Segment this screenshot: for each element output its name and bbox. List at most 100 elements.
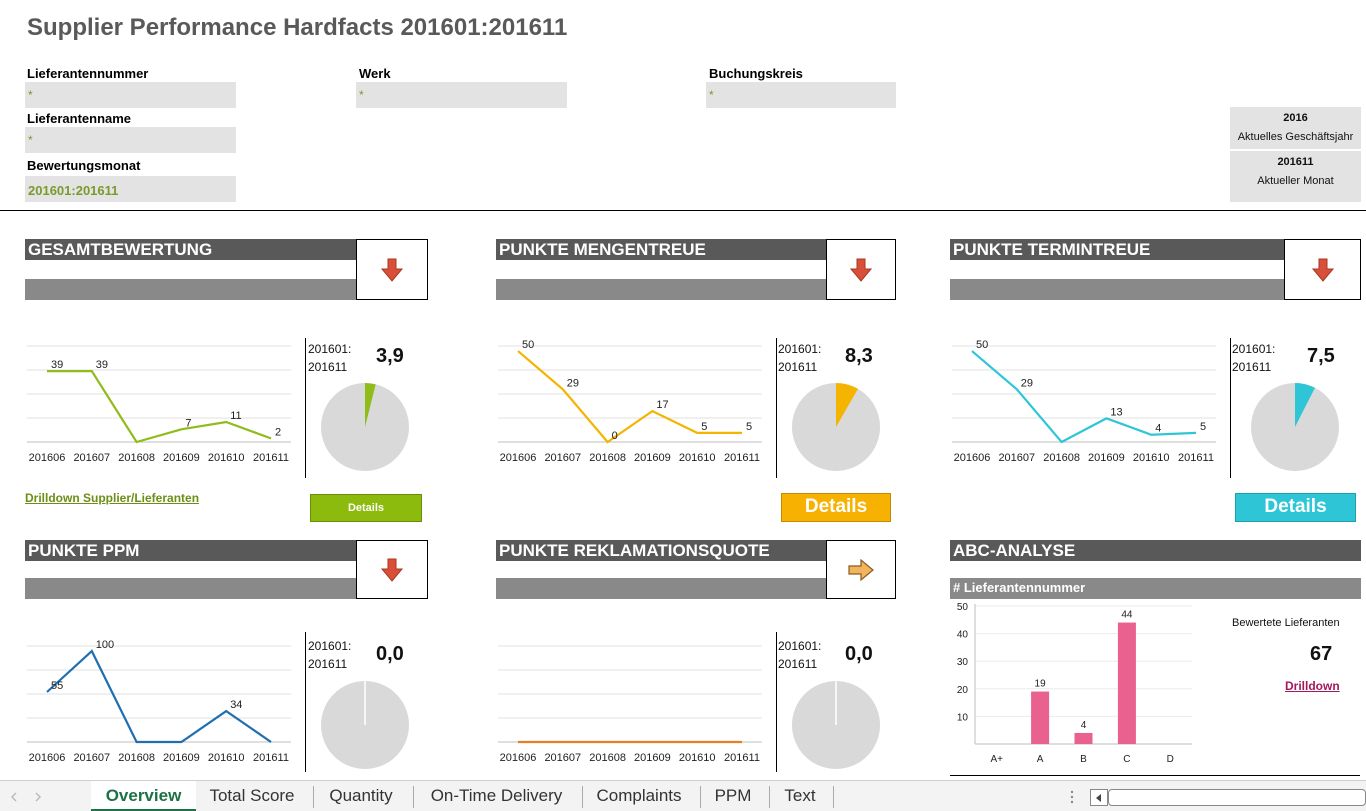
details-button-gesamtbewertung[interactable]: Details [310,494,422,522]
filter-lieferantenname[interactable]: * [25,127,236,153]
x-tick-label: C [1123,754,1130,765]
filter-label-lieferantenname: Lieferantenname [27,111,132,126]
page-title: Supplier Performance Hardfacts 201601:20… [27,14,568,41]
pie-termintreue [1251,383,1339,471]
triangle-left-icon [1096,794,1101,802]
arrow-down-icon [850,258,872,282]
x-tick-label: A [1037,754,1044,765]
details-button-termintreue[interactable]: Details [1235,493,1356,522]
panel-title-termintreue: PUNKTE TERMINTREUE [950,239,1284,260]
x-tick-label: 201607 [73,452,110,464]
x-tick-label: D [1167,754,1174,765]
kpi-gesamtbewertung: 3,9 [376,345,404,367]
bar-chart-abc-analyse: 10 20 30 40 50 A+ 19 A 4 B 44 C D [957,602,1192,765]
period-ppm: 201601: 201611 [308,639,352,671]
x-tick-label: 201606 [29,452,66,464]
kpi-mengentreue: 8,3 [845,345,873,367]
tab-quantity[interactable]: Quantity [329,786,393,805]
x-tick-label: 201609 [1088,452,1125,464]
hscroll-left-button[interactable] [1090,789,1108,806]
tab-on-time-delivery[interactable]: On-Time Delivery [430,786,563,805]
details-button-mengentreue[interactable]: Details [781,493,891,522]
line-chart-mengentreue: 50 29 0 17 5 5 201606 201607 201608 201609 201610 2… [498,339,762,464]
series-line [46,649,272,744]
y-tick-label: 30 [957,657,969,668]
data-label: 17 [656,399,668,411]
scroll-left-icon[interactable] [10,792,18,802]
trend-box-reklamationsquote [826,540,896,599]
data-label: 5 [746,421,752,433]
pie-gesamtbewertung [321,383,409,471]
divider-abc-analyse [950,775,1360,776]
horizontal-scrollbar[interactable] [1108,789,1366,806]
pie-reklamationsquote [792,681,880,769]
x-tick-label: A+ [990,754,1003,765]
arrow-down-icon [381,258,403,282]
panel-subtitle-abc-analyse: # Lieferantennummer [950,578,1361,599]
data-label: 50 [976,339,988,351]
data-label: 4 [1155,423,1161,435]
line-chart-gesamtbewertung: 39 39 7 11 2 201606 201607 201608 201609 201610 20… [27,345,291,464]
x-tick-label: 201611 [253,752,289,764]
panel-title-mengentreue: PUNKTE MENGENTREUE [496,239,826,260]
arrow-down-icon [381,558,403,582]
tab-ppm[interactable]: PPM [714,786,752,805]
x-tick-label: 201609 [634,752,671,764]
trend-box-ppm [356,540,428,599]
tab-complaints[interactable]: Complaints [596,786,682,805]
series-line [971,350,1197,444]
data-label: 29 [567,377,579,389]
filter-werk[interactable]: * [356,82,567,108]
panel-title-abc-analyse: ABC-ANALYSE [950,540,1361,561]
divider-termintreue [1230,338,1231,478]
divider-gesamtbewertung [305,338,306,478]
period-reklamationsquote: 201601: 201611 [778,639,822,671]
tab-separator [833,786,834,808]
drilldown-supplier-link[interactable]: Drilldown Supplier/Lieferanten [25,491,200,505]
x-tick-label: 201607 [544,452,581,464]
x-tick-label: 201608 [589,452,626,464]
filter-label-lieferantennummer: Lieferantennummer [27,66,149,81]
panel-bar-reklamationsquote [496,578,826,599]
panel-title-gesamtbewertung: GESAMTBEWERTUNG [25,239,356,260]
more-options-icon[interactable] [1070,790,1074,804]
drilldown-link[interactable]: Drilldown [1285,679,1340,693]
bar [1074,732,1093,744]
tab-separator [313,786,314,808]
tab-total-score[interactable]: Total Score [209,786,295,805]
current-month-label: Aktueller Monat [1257,175,1334,187]
x-tick-label: 201610 [208,752,245,764]
scroll-right-icon[interactable] [34,792,42,802]
x-tick-label: 201606 [500,452,537,464]
divider-mengentreue [776,338,777,478]
panel-bar-mengentreue [496,279,826,300]
trend-box-gesamtbewertung [356,239,428,300]
tab-overview[interactable]: Overview [91,781,196,811]
line-chart-ppm: 55 100 34 201606 201607 201608 201609 201610 201… [27,639,291,764]
data-label: 39 [96,359,108,371]
x-tick-label: 201607 [544,752,581,764]
x-tick-label: 201608 [1043,452,1080,464]
line-chart-termintreue: 50 29 13 4 5 201606 201607 201608 201609 201610 20… [952,339,1216,464]
sheet-tab-bar: Overview Total Score Quantity On-Time De… [0,780,1366,811]
data-label: 29 [1021,377,1033,389]
panel-title-reklamationsquote: PUNKTE REKLAMATIONSQUOTE [496,540,826,561]
pie-ppm [321,681,409,769]
filter-lieferantennummer[interactable]: * [25,82,236,108]
filter-label-buchungskreis: Buchungskreis [709,66,803,81]
bar-value-label: 4 [1081,720,1087,731]
x-tick-label: 201606 [954,452,991,464]
x-tick-label: 201611 [253,452,289,464]
x-tick-label: 201609 [634,452,671,464]
filter-buchungskreis[interactable]: * [706,82,896,108]
x-tick-label: B [1080,754,1087,765]
period-mengentreue: 201601: 201611 [778,342,822,374]
x-tick-label: 201608 [118,452,155,464]
panel-bar-gesamtbewertung [25,279,356,300]
pie-mengentreue [792,383,880,471]
trend-box-mengentreue [826,239,896,300]
data-label: 0 [612,430,618,442]
tab-text[interactable]: Text [784,786,816,805]
arrow-down-icon [1311,258,1334,282]
filter-bewertungsmonat[interactable]: 201601:201611 [25,176,236,202]
